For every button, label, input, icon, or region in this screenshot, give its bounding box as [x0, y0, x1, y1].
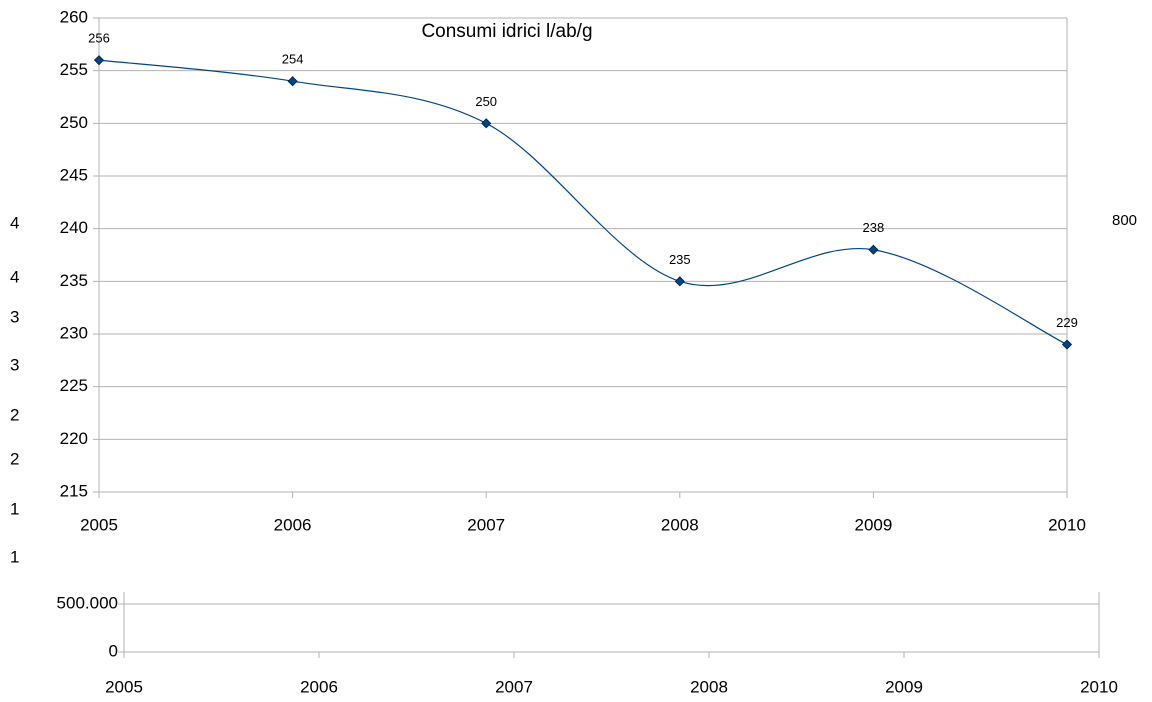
stray-axis-label: 4 [10, 213, 19, 232]
x-tick-label: 2007 [495, 677, 533, 696]
point-marker [1061, 339, 1073, 350]
point-marker [93, 55, 105, 66]
y-tick-label: 0 [109, 641, 118, 660]
y-tick-label: 220 [60, 429, 88, 448]
point-marker [287, 76, 298, 87]
stray-axis-label: 3 [10, 307, 19, 326]
stray-axis-label: 3 [10, 355, 19, 374]
data-label: 238 [863, 220, 885, 235]
y-tick-label: 240 [60, 218, 88, 237]
data-label: 235 [669, 252, 691, 267]
chart-title: Consumi idrici l/ab/g [421, 21, 592, 42]
x-tick-label: 2010 [1080, 677, 1118, 696]
x-tick-label: 2009 [854, 515, 892, 534]
x-tick-label: 2005 [105, 677, 143, 696]
x-tick-label: 2005 [80, 515, 118, 534]
x-tick-label: 2010 [1048, 515, 1086, 534]
y-tick-label: 230 [60, 323, 88, 342]
series-line [98, 59, 1068, 346]
stray-axis-label: 2 [10, 405, 19, 424]
data-label: 229 [1056, 315, 1078, 330]
point-marker [868, 244, 879, 255]
point-marker [674, 276, 685, 287]
stray-axis-label: 1 [10, 499, 19, 518]
y-tick-label: 500.000 [57, 593, 118, 612]
x-tick-label: 2007 [467, 515, 505, 534]
stray-axis-label: 1 [10, 547, 19, 566]
point-marker [481, 118, 492, 129]
x-tick-label: 2009 [885, 677, 923, 696]
stray-axis-label: 800 [1112, 212, 1137, 229]
stray-axis-label: 2 [10, 449, 19, 468]
y-tick-label: 255 [60, 60, 88, 79]
x-tick-label: 2008 [661, 515, 699, 534]
x-tick-label: 2006 [274, 515, 312, 534]
y-tick-label: 215 [60, 481, 88, 500]
data-label: 254 [282, 52, 304, 67]
data-label: 256 [88, 31, 110, 46]
data-label: 250 [475, 94, 497, 109]
y-tick-label: 225 [60, 376, 88, 395]
x-tick-label: 2008 [690, 677, 728, 696]
y-tick-label: 245 [60, 165, 88, 184]
y-tick-label: 250 [60, 113, 88, 132]
x-tick-label: 2006 [300, 677, 338, 696]
y-tick-label: 235 [60, 271, 88, 290]
y-tick-label: 260 [60, 7, 88, 26]
stray-axis-label: 4 [10, 267, 19, 286]
